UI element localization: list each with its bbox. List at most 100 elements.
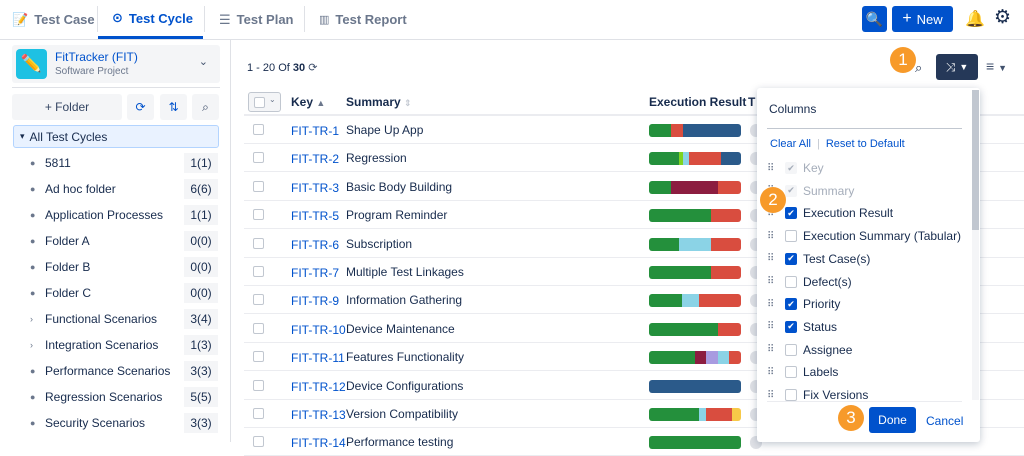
tab-test-cycle[interactable]: ⊙ Test Cycle (98, 0, 203, 39)
drag-handle-icon[interactable]: ⠿ (767, 230, 774, 242)
table-row[interactable]: FIT-TR-5 Program Reminder (244, 201, 1024, 230)
cycle-key-link[interactable]: FIT-TR-5 (291, 209, 339, 224)
table-row[interactable]: FIT-TR-13 Version Compatibility (244, 400, 1024, 428)
scrollbar[interactable] (972, 90, 979, 400)
column-header-summary[interactable]: Summary ⇕ (346, 95, 412, 109)
row-checkbox[interactable] (253, 152, 264, 164)
table-row[interactable]: FIT-TR-3 Basic Body Building (244, 173, 1024, 201)
row-checkbox[interactable] (253, 266, 264, 277)
row-checkbox[interactable] (253, 237, 264, 249)
folder-item[interactable]: ● Ad hoc folder 6(6) (30, 178, 218, 200)
folder-item[interactable]: ● Folder B 0(0) (30, 256, 218, 278)
column-checkbox[interactable]: ✔ (785, 252, 797, 265)
column-checkbox[interactable] (785, 230, 797, 243)
column-option[interactable]: ⠿ ✔ Test Case(s) (767, 251, 871, 266)
gear-icon[interactable]: ⚙ (994, 7, 1012, 28)
done-button[interactable]: Done (869, 407, 916, 433)
add-folder-button[interactable]: + Folder (12, 94, 122, 120)
drag-handle-icon[interactable]: ⠿ (767, 276, 774, 287)
new-button[interactable]: + New (892, 6, 953, 32)
folder-item[interactable]: ● Folder A 0(0) (30, 230, 218, 252)
clear-all-link[interactable]: Clear All (770, 138, 811, 150)
column-checkbox[interactable] (785, 366, 797, 379)
table-row[interactable]: FIT-TR-9 Information Gathering (244, 286, 1024, 315)
drag-handle-icon[interactable]: ⠿ (767, 253, 774, 265)
columns-toggle-button[interactable]: ⤨ ▼ (936, 54, 978, 80)
cycle-key-link[interactable]: FIT-TR-12 (291, 379, 346, 394)
search-folder-button[interactable]: ⌕ (192, 94, 219, 120)
table-row[interactable]: FIT-TR-7 Multiple Test Linkages (244, 258, 1024, 286)
column-option[interactable]: ⠿ Fix Versions (767, 388, 869, 401)
row-checkbox[interactable] (253, 408, 264, 419)
refresh-button[interactable]: ⟳ (127, 94, 154, 120)
search-icon[interactable]: ⌕ (915, 60, 923, 75)
table-row[interactable]: FIT-TR-10 Device Maintenance (244, 315, 1024, 343)
column-header-execution-result[interactable]: Execution Result (649, 95, 747, 109)
column-option[interactable]: ⠿ ✔ Key (767, 161, 824, 175)
tab-test-report[interactable]: ▥ Test Report (319, 12, 407, 27)
folder-item[interactable]: ● Application Processes 1(1) (30, 204, 218, 226)
row-checkbox[interactable] (253, 180, 264, 192)
column-option[interactable]: ⠿ Labels (767, 365, 839, 380)
drag-handle-icon[interactable]: ⠿ (767, 162, 774, 174)
cycle-key-link[interactable]: FIT-TR-3 (291, 180, 339, 195)
cycle-key-link[interactable]: FIT-TR-2 (291, 152, 339, 167)
row-checkbox[interactable] (253, 294, 264, 306)
drag-handle-icon[interactable]: ⠿ (767, 207, 774, 219)
tab-test-plan[interactable]: ☰ Test Plan (219, 11, 294, 28)
column-checkbox[interactable] (785, 275, 797, 288)
folder-all-test-cycles[interactable]: ▾ All Test Cycles (13, 125, 219, 148)
column-checkbox[interactable]: ✔ (785, 162, 797, 174)
cancel-button[interactable]: Cancel (926, 414, 964, 428)
cycle-key-link[interactable]: FIT-TR-7 (291, 266, 339, 280)
drag-handle-icon[interactable]: ⠿ (767, 344, 774, 356)
folder-item[interactable]: › Functional Scenarios 3(4) (30, 308, 218, 330)
folder-item[interactable]: › Integration Scenarios 1(3) (30, 334, 218, 356)
row-checkbox[interactable] (253, 322, 264, 334)
row-checkbox[interactable] (253, 379, 264, 391)
drag-handle-icon[interactable]: ⠿ (767, 321, 774, 333)
cycle-key-link[interactable]: FIT-TR-10 (291, 322, 346, 337)
tab-test-case[interactable]: 📝 Test Case (12, 11, 95, 28)
column-header-truncated[interactable]: T (748, 95, 756, 109)
column-checkbox[interactable]: ✔ (785, 298, 797, 311)
column-checkbox[interactable] (785, 389, 797, 401)
column-option[interactable]: ⠿ ✔ Status (767, 319, 838, 334)
column-option[interactable]: ⠿ ✔ Execution Result (767, 206, 894, 221)
folder-item[interactable]: ● Folder C 0(0) (30, 282, 218, 304)
column-option[interactable]: ⠿ Defect(s) (767, 274, 852, 289)
select-all-dropdown[interactable]: ⌄ (248, 92, 281, 112)
ai-search-button[interactable]: 🔍 (862, 6, 887, 32)
folder-item[interactable]: ● Regression Scenarios 5(5) (30, 386, 218, 408)
cycle-key-link[interactable]: FIT-TR-6 (291, 237, 339, 252)
cycle-key-link[interactable]: FIT-TR-14 (291, 436, 346, 451)
folder-item[interactable]: ● Performance Scenarios 3(3) (30, 360, 218, 382)
row-checkbox[interactable] (253, 209, 264, 221)
bell-icon[interactable]: 🔔 (965, 11, 985, 28)
column-checkbox[interactable]: ✔ (785, 184, 797, 197)
column-checkbox[interactable] (785, 343, 797, 356)
column-option[interactable]: ⠿ ✔ Priority (767, 297, 841, 312)
cycle-key-link[interactable]: FIT-TR-9 (291, 294, 339, 309)
drag-handle-icon[interactable]: ⠿ (767, 298, 774, 310)
table-row[interactable]: FIT-TR-2 Regression (244, 144, 1024, 173)
column-checkbox[interactable]: ✔ (785, 320, 797, 333)
drag-handle-icon[interactable]: ⠿ (767, 389, 774, 401)
refresh-icon[interactable]: ⟳ (308, 62, 318, 74)
cycle-key-link[interactable]: FIT-TR-13 (291, 408, 346, 422)
table-row[interactable]: FIT-TR-12 Device Configurations (244, 372, 1024, 400)
filter-button[interactable]: ≡ ▼ (986, 58, 1007, 74)
column-option[interactable]: ⠿ Execution Summary (Tabular) (767, 229, 962, 244)
cycle-key-link[interactable]: FIT-TR-11 (291, 351, 345, 366)
row-checkbox[interactable] (253, 124, 264, 135)
folder-item[interactable]: ● 5811 1(1) (30, 152, 218, 174)
folder-item[interactable]: ● Security Scenarios 3(3) (30, 412, 218, 434)
drag-handle-icon[interactable]: ⠿ (767, 366, 774, 378)
column-header-key[interactable]: Key ▲ (291, 95, 326, 109)
project-selector[interactable]: ✏️ FitTracker (FIT) Software Project ⌄ (12, 45, 220, 83)
column-checkbox[interactable]: ✔ (785, 207, 797, 220)
reset-default-link[interactable]: Reset to Default (825, 138, 905, 150)
column-option[interactable]: ⠿ Assignee (767, 342, 853, 357)
cycle-key-link[interactable]: FIT-TR-1 (291, 124, 339, 138)
row-checkbox[interactable] (253, 351, 264, 363)
